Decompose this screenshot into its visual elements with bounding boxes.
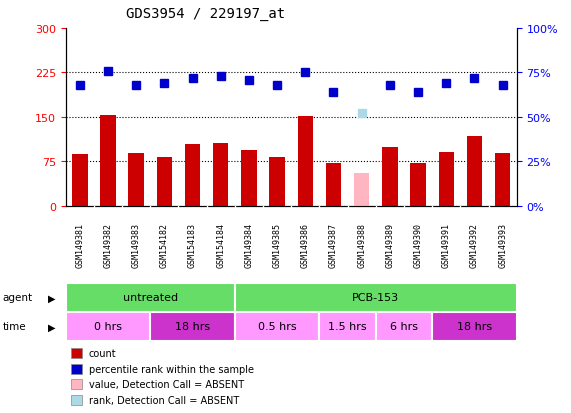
Text: GSM149387: GSM149387: [329, 222, 338, 267]
Text: GSM149386: GSM149386: [301, 222, 310, 267]
Bar: [382, 147, 397, 206]
Text: ▶: ▶: [47, 293, 55, 303]
Text: GSM149393: GSM149393: [498, 222, 507, 267]
Text: GSM149383: GSM149383: [132, 222, 140, 267]
Text: 6 hrs: 6 hrs: [390, 322, 418, 332]
Bar: [467, 137, 482, 206]
Bar: [235, 284, 517, 312]
Bar: [156, 158, 172, 206]
Bar: [354, 174, 369, 206]
Text: GSM149381: GSM149381: [75, 222, 85, 267]
Bar: [235, 313, 319, 341]
Text: 18 hrs: 18 hrs: [175, 322, 210, 332]
Text: GSM149390: GSM149390: [413, 222, 423, 267]
Text: GSM154184: GSM154184: [216, 222, 225, 267]
Bar: [439, 153, 454, 206]
Text: GSM149384: GSM149384: [244, 222, 254, 267]
Text: PCB-153: PCB-153: [352, 293, 399, 303]
Text: agent: agent: [3, 293, 33, 303]
Bar: [270, 157, 285, 206]
Bar: [72, 154, 87, 206]
Text: GSM149382: GSM149382: [103, 222, 112, 267]
Text: GSM154182: GSM154182: [160, 222, 169, 267]
Text: 18 hrs: 18 hrs: [457, 322, 492, 332]
Text: 0.5 hrs: 0.5 hrs: [258, 322, 296, 332]
Bar: [297, 116, 313, 206]
Text: rank, Detection Call = ABSENT: rank, Detection Call = ABSENT: [89, 395, 239, 405]
Text: time: time: [3, 322, 26, 332]
Bar: [432, 313, 517, 341]
Bar: [325, 163, 341, 206]
Bar: [241, 150, 257, 206]
Bar: [185, 144, 200, 206]
Bar: [495, 154, 510, 206]
Bar: [150, 313, 235, 341]
Text: untreated: untreated: [123, 293, 178, 303]
Text: GSM149391: GSM149391: [442, 222, 451, 267]
Text: value, Detection Call = ABSENT: value, Detection Call = ABSENT: [89, 380, 244, 389]
Bar: [128, 153, 144, 206]
Text: ▶: ▶: [47, 322, 55, 332]
Text: GSM149385: GSM149385: [272, 222, 282, 267]
Text: GSM149389: GSM149389: [385, 222, 395, 267]
Bar: [376, 313, 432, 341]
Bar: [100, 116, 116, 206]
Bar: [319, 313, 376, 341]
Text: percentile rank within the sample: percentile rank within the sample: [89, 364, 254, 374]
Bar: [66, 313, 150, 341]
Text: count: count: [89, 348, 116, 358]
Text: 0 hrs: 0 hrs: [94, 322, 122, 332]
Text: GSM149392: GSM149392: [470, 222, 479, 267]
Bar: [66, 284, 235, 312]
Text: GDS3954 / 229197_at: GDS3954 / 229197_at: [126, 7, 285, 21]
Bar: [411, 164, 426, 206]
Text: GSM154183: GSM154183: [188, 222, 197, 267]
Text: GSM149388: GSM149388: [357, 222, 366, 267]
Bar: [213, 143, 228, 206]
Text: 1.5 hrs: 1.5 hrs: [328, 322, 367, 332]
